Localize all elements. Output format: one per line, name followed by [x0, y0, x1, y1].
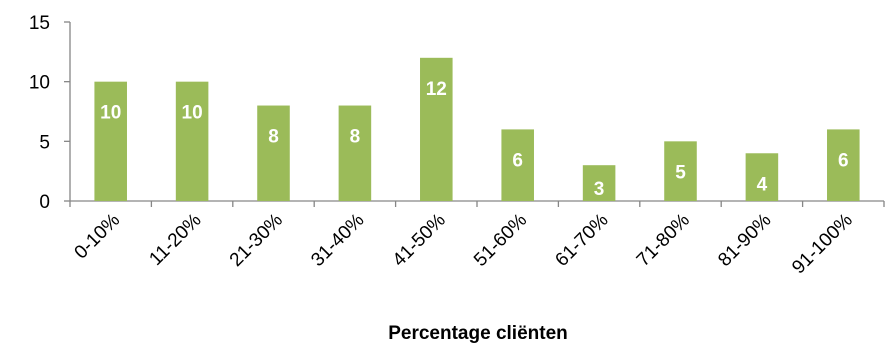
data-label: 8 [350, 127, 361, 148]
bar [175, 81, 209, 201]
y-tick-label: 15 [29, 13, 50, 34]
data-label: 10 [182, 103, 203, 124]
y-tick-label: 10 [29, 73, 50, 94]
data-labels: 10 10 8 8 12 6 3 5 4 6 [100, 79, 848, 200]
x-tick-label: 41-50% [389, 210, 450, 271]
x-tick-label: 51-60% [470, 210, 531, 271]
x-tick-label: 31-40% [307, 210, 368, 271]
bar [338, 105, 372, 201]
x-tick-labels: 0-10% 11-20% 21-30% 31-40% 41-50% 51-60% 61-70… [71, 210, 857, 279]
bar [94, 81, 127, 201]
x-tick-label: 71-80% [633, 210, 694, 271]
x-axis-title: Percentage cliënten [388, 323, 568, 344]
data-label: 8 [268, 127, 279, 148]
bar [582, 165, 616, 201]
x-tick-label: 91-100% [788, 210, 857, 279]
bars [94, 57, 860, 201]
data-label: 12 [426, 79, 447, 100]
bar [257, 105, 290, 201]
y-tick-label: 5 [39, 132, 50, 153]
data-label: 5 [675, 162, 686, 183]
y-tick-label: 0 [39, 192, 50, 213]
y-axis: 0 5 10 15 [29, 13, 71, 213]
x-tick-label: 21-30% [226, 210, 287, 271]
x-tick-label: 0-10% [71, 210, 125, 264]
data-label: 10 [100, 103, 121, 124]
data-label: 6 [512, 150, 523, 171]
x-tick-label: 81-90% [714, 210, 775, 271]
bar [420, 57, 453, 201]
bar [827, 129, 860, 201]
x-tick-label: 61-70% [551, 210, 612, 271]
data-label: 6 [838, 150, 849, 171]
bar [745, 153, 779, 201]
data-label: 4 [757, 174, 768, 195]
data-label: 3 [594, 179, 605, 200]
x-axis [69, 200, 885, 207]
bar [501, 129, 534, 201]
x-tick-label: 11-20% [145, 210, 205, 270]
bar [664, 141, 697, 201]
